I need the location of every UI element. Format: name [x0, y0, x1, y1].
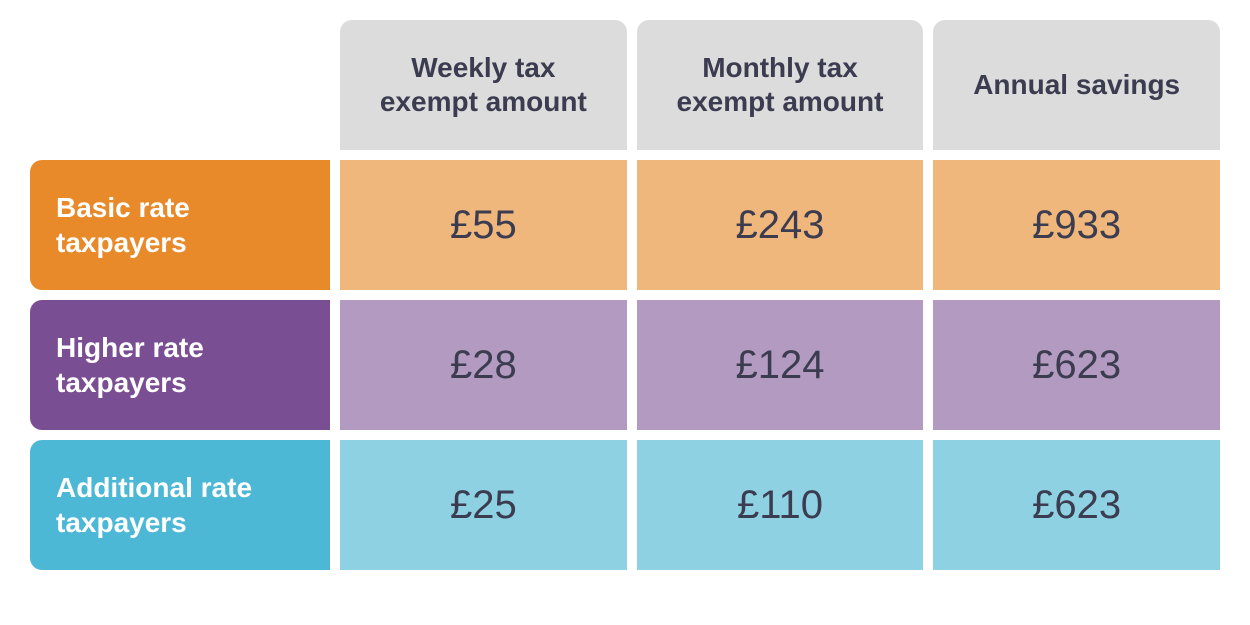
tax-savings-table: Weekly tax exempt amount Monthly tax exe… — [30, 20, 1220, 570]
col-header-monthly: Monthly tax exempt amount — [637, 20, 924, 150]
cell-higher-weekly: £28 — [340, 300, 627, 430]
cell-additional-annual: £623 — [933, 440, 1220, 570]
cell-basic-annual: £933 — [933, 160, 1220, 290]
cell-additional-monthly: £110 — [637, 440, 924, 570]
col-header-annual: Annual savings — [933, 20, 1220, 150]
col-header-weekly: Weekly tax exempt amount — [340, 20, 627, 150]
cell-higher-annual: £623 — [933, 300, 1220, 430]
corner-spacer — [30, 20, 330, 150]
cell-additional-weekly: £25 — [340, 440, 627, 570]
cell-higher-monthly: £124 — [637, 300, 924, 430]
row-header-additional: Additional rate taxpayers — [30, 440, 330, 570]
cell-basic-monthly: £243 — [637, 160, 924, 290]
cell-basic-weekly: £55 — [340, 160, 627, 290]
row-header-basic: Basic rate taxpayers — [30, 160, 330, 290]
row-header-higher: Higher rate taxpayers — [30, 300, 330, 430]
